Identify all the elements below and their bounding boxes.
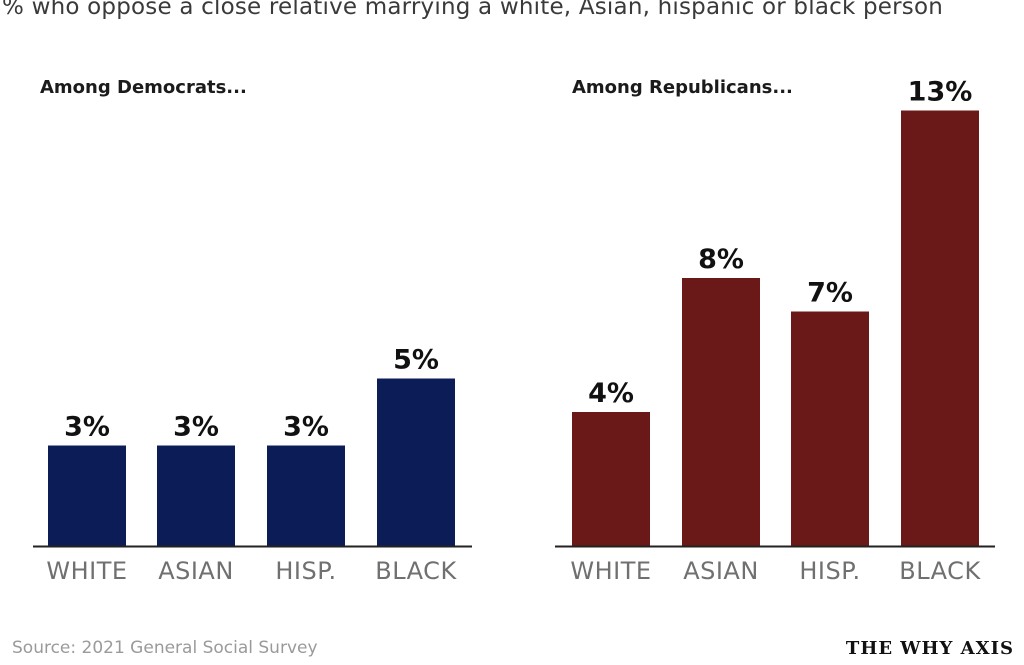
source-note: Source: 2021 General Social Survey xyxy=(12,638,318,658)
bar xyxy=(901,110,979,546)
category-label: ASIAN xyxy=(158,557,234,585)
bar xyxy=(791,311,869,546)
data-label: 3% xyxy=(173,412,219,443)
category-label: WHITE xyxy=(570,557,651,585)
bar xyxy=(377,378,455,546)
category-label: BLACK xyxy=(899,557,981,585)
category-label: HISP. xyxy=(799,557,860,585)
data-label: 3% xyxy=(64,412,110,443)
chart-panel-democrats: Among Democrats... 3% WHITE 3% ASIAN 3% HISP. 5… xyxy=(33,77,472,585)
data-label: 4% xyxy=(588,378,634,409)
data-label: 3% xyxy=(283,412,329,443)
category-label: HISP. xyxy=(275,557,336,585)
category-label: ASIAN xyxy=(683,557,759,585)
panel-title: Among Democrats... xyxy=(40,77,247,98)
brand-logo: THE WHY AXIS xyxy=(845,638,1014,659)
chart-title: % who oppose a close relative marrying a… xyxy=(2,0,944,20)
bar xyxy=(572,412,650,546)
data-label: 7% xyxy=(807,278,853,309)
category-label: WHITE xyxy=(46,557,127,585)
panel-title: Among Republicans... xyxy=(572,77,793,98)
data-label: 8% xyxy=(698,244,744,275)
data-label: 5% xyxy=(393,345,439,376)
bar xyxy=(267,445,345,546)
chart-panel-republicans: Among Republicans... 4% WHITE 8% ASIAN 7% HISP… xyxy=(555,77,995,585)
data-label: 13% xyxy=(908,77,973,108)
bar xyxy=(157,445,235,546)
category-label: BLACK xyxy=(375,557,457,585)
bar xyxy=(48,445,126,546)
bar xyxy=(682,278,760,546)
